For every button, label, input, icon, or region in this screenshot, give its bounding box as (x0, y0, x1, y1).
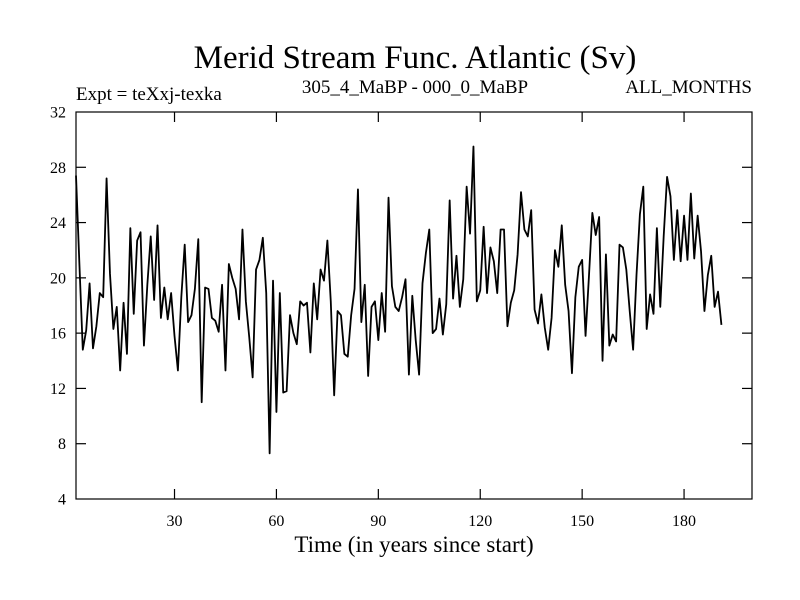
y-tick-label: 24 (50, 215, 66, 232)
y-tick-label: 28 (50, 160, 66, 177)
x-tick-label: 180 (672, 513, 696, 530)
axis-ticks (76, 112, 752, 499)
axis-tick-labels: 4 8 12 16 20 24 28 32 30 60 90 120 150 180 (50, 105, 696, 531)
experiment-label: Expt = teXxj-texka (76, 84, 222, 105)
x-tick-label: 60 (268, 513, 284, 530)
plot-frame (75, 111, 753, 500)
period-label: 305_4_MaBP - 000_0_MaBP (302, 77, 528, 98)
y-tick-label: 12 (50, 381, 66, 398)
x-tick-label: 30 (167, 513, 183, 530)
y-tick-label: 20 (50, 270, 66, 287)
x-tick-label: 150 (570, 513, 594, 530)
chart-title: Merid Stream Func. Atlantic (Sv) (194, 40, 637, 76)
y-tick-label: 8 (58, 436, 66, 453)
y-tick-label: 4 (58, 492, 66, 509)
x-tick-label: 120 (468, 513, 492, 530)
x-axis-label: Time (in years since start) (294, 532, 533, 557)
months-label: ALL_MONTHS (625, 77, 752, 98)
series-line (75, 145, 723, 455)
y-tick-label: 32 (50, 105, 66, 122)
y-tick-label: 16 (50, 326, 66, 343)
x-tick-label: 90 (370, 513, 386, 530)
